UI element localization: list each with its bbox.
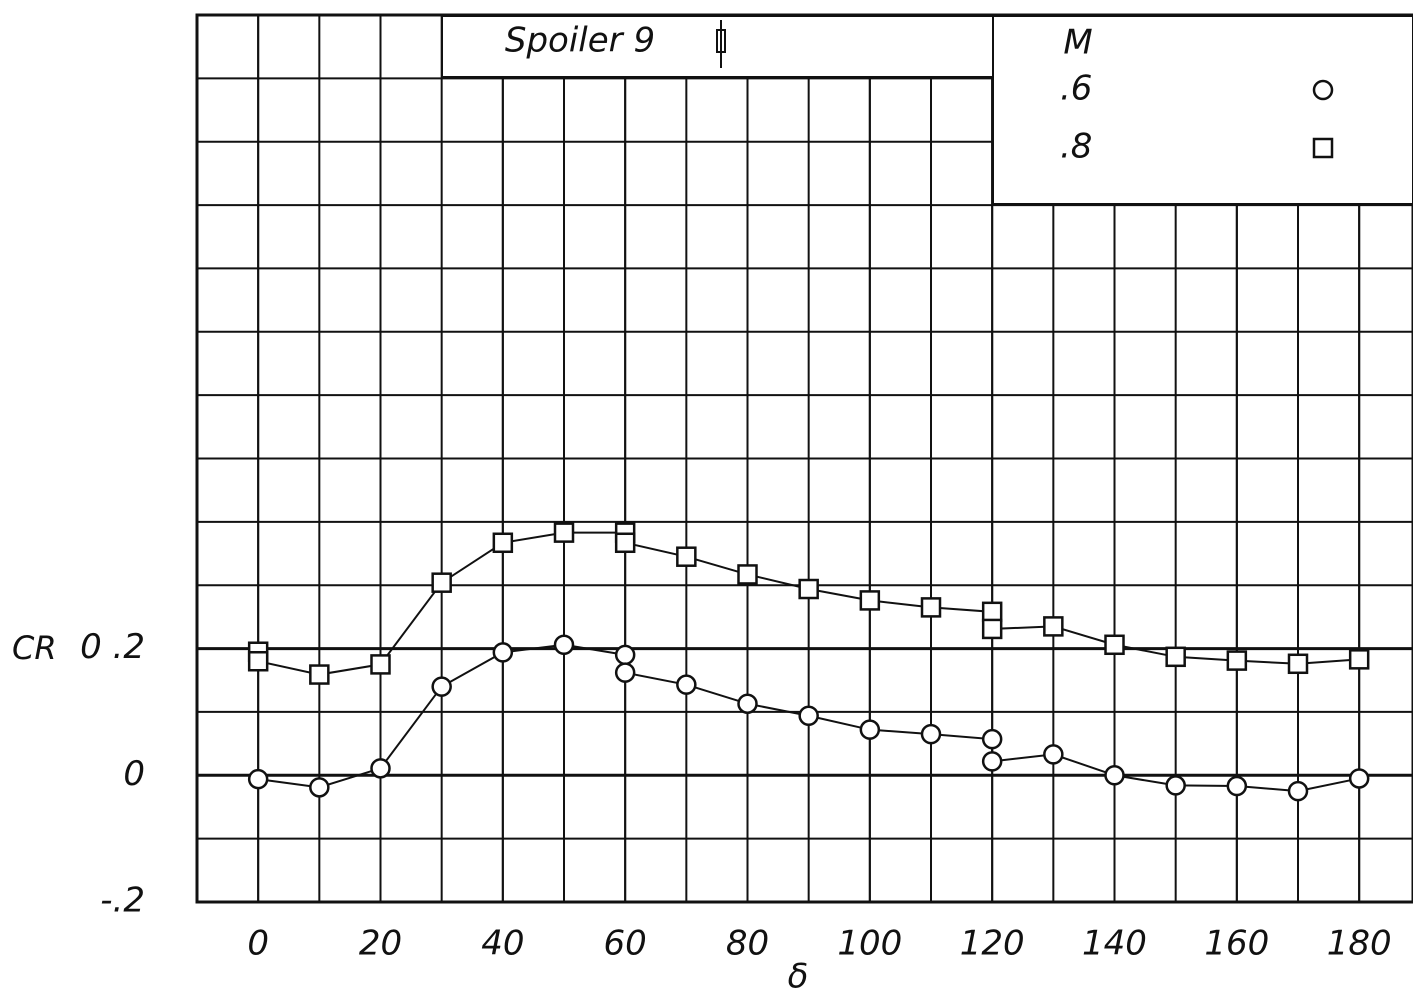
marker	[1104, 765, 1125, 786]
marker	[798, 705, 819, 726]
series-line	[257, 531, 1360, 676]
y-tick-label: -.2	[100, 881, 145, 921]
marker	[920, 597, 942, 618]
marker	[309, 777, 330, 798]
marker	[798, 578, 819, 600]
x-tick-label: 100	[837, 924, 902, 964]
marker	[981, 728, 1003, 750]
x-tick-label: 80	[726, 924, 769, 964]
marker	[247, 650, 269, 672]
legend-box	[992, 15, 1413, 205]
marker	[981, 751, 1003, 772]
y-tick-label: 0 .2	[80, 627, 145, 667]
marker	[981, 601, 1003, 623]
marker	[1165, 646, 1186, 668]
marker	[614, 644, 636, 666]
marker	[859, 719, 881, 740]
x-tick-label: 120	[960, 924, 1025, 964]
marker	[1104, 634, 1125, 656]
x-tick-label: 140	[1082, 924, 1147, 964]
legend-label: .6	[1060, 69, 1092, 109]
marker	[981, 618, 1003, 640]
marker	[1165, 775, 1186, 796]
marker	[431, 572, 452, 593]
x-tick-label: 0	[247, 924, 269, 964]
marker	[1312, 137, 1334, 159]
marker	[1287, 780, 1309, 802]
marker	[737, 564, 758, 585]
marker	[1348, 768, 1370, 789]
marker	[920, 723, 942, 745]
marker	[553, 634, 575, 656]
marker	[1348, 649, 1370, 670]
marker	[614, 532, 636, 554]
marker	[553, 522, 575, 543]
marker	[614, 662, 636, 683]
legend-label: .8	[1060, 127, 1092, 167]
marker	[309, 664, 330, 685]
marker	[737, 693, 758, 714]
x-tick-label: 160	[1204, 924, 1269, 964]
marker	[492, 532, 514, 554]
x-tick-label: 40	[481, 924, 524, 964]
chart-title: Spoiler 9	[505, 21, 655, 61]
marker	[1043, 616, 1064, 637]
spoiler-icon	[716, 20, 726, 68]
marker	[1226, 650, 1248, 671]
marker	[1226, 775, 1248, 797]
marker	[1287, 653, 1309, 675]
marker	[676, 546, 697, 567]
marker	[431, 676, 452, 697]
marker	[1043, 744, 1064, 765]
marker	[859, 590, 881, 611]
y-tick-label: 0	[123, 754, 145, 794]
marker	[247, 768, 269, 790]
x-axis-label: δ	[788, 957, 809, 997]
marker	[676, 674, 697, 695]
marker	[492, 642, 514, 663]
marker	[370, 758, 391, 779]
x-tick-label: 60	[604, 924, 647, 964]
y-axis-label: CR	[12, 629, 57, 667]
marker	[1312, 79, 1334, 101]
x-tick-label: 20	[359, 924, 402, 964]
legend-title: M	[1063, 23, 1092, 63]
marker	[370, 654, 391, 675]
x-tick-label: 180	[1327, 924, 1392, 964]
